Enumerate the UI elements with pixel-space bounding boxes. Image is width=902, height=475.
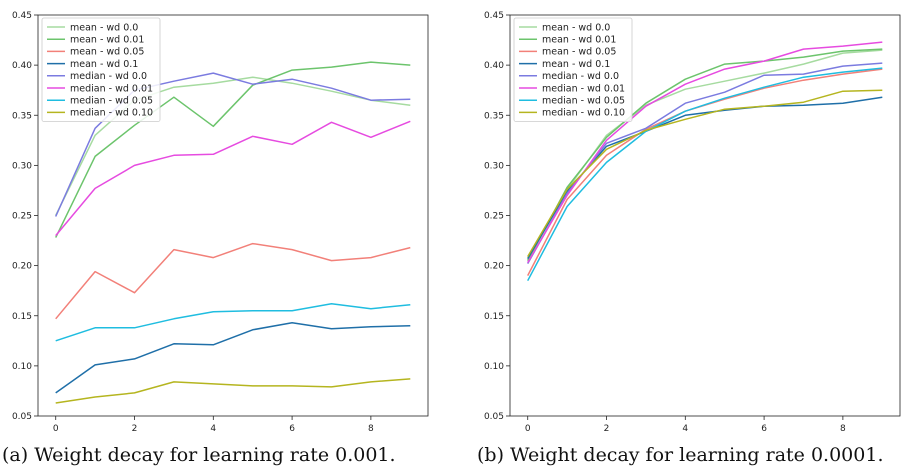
series-line-b-1 [527, 48, 883, 261]
series-line-a-2 [55, 242, 411, 320]
x-tick-label-a-0: 0 [53, 424, 59, 434]
x-tick-label-a-1: 2 [132, 424, 138, 434]
chart-panel-b: 0.05 0.10 0.15 0.20 0.25 0.30 0.35 0.40 0.45 0 2 4 6… [484, 11, 901, 434]
y-tick-label-a-8: 0.45 [12, 11, 32, 21]
legend-label-b-5: median - wd 0.01 [542, 83, 625, 94]
y-tick-label-a-7: 0.40 [12, 61, 32, 71]
series-line-b-6 [527, 67, 883, 282]
x-tick-label-b-0: 0 [525, 424, 531, 434]
series-line-a-3 [55, 322, 411, 394]
legend-label-a-7: median - wd 0.10 [70, 108, 153, 119]
x-tick-label-b-3: 6 [761, 424, 767, 434]
x-tick-label-a-2: 4 [210, 424, 216, 434]
legend-label-b-6: median - wd 0.05 [542, 96, 625, 107]
y-tick-label-a-4: 0.25 [12, 212, 32, 222]
y-tick-label-a-3: 0.20 [12, 262, 32, 272]
x-tick-label-b-1: 2 [604, 424, 610, 434]
legend-label-a-2: mean - wd 0.05 [70, 47, 144, 58]
legend-label-a-4: median - wd 0.0 [70, 71, 147, 82]
y-tick-label-b-3: 0.20 [484, 262, 504, 272]
legend-label-b-1: mean - wd 0.01 [542, 35, 616, 46]
y-tick-label-b-6: 0.35 [484, 111, 504, 121]
y-tick-label-b-2: 0.15 [484, 312, 504, 322]
series-line-a-7 [55, 378, 411, 404]
x-tick-label-a-3: 6 [289, 424, 295, 434]
legend-label-a-0: mean - wd 0.0 [70, 22, 138, 33]
plot-frame-b [509, 14, 901, 417]
legend-label-b-3: mean - wd 0.1 [542, 59, 610, 70]
x-tick-label-a-4: 8 [368, 424, 374, 434]
series-line-b-5 [527, 41, 883, 263]
y-tick-label-a-1: 0.10 [12, 362, 32, 372]
legend-label-a-5: median - wd 0.01 [70, 83, 153, 94]
legend-label-b-7: median - wd 0.10 [542, 108, 625, 119]
y-tick-label-b-4: 0.25 [484, 212, 504, 222]
legend-b [513, 17, 633, 122]
y-tick-label-b-7: 0.40 [484, 61, 504, 71]
x-tick-label-b-2: 4 [682, 424, 688, 434]
legend-label-a-6: median - wd 0.05 [70, 96, 153, 107]
y-tick-label-a-5: 0.30 [12, 161, 32, 171]
legend-label-b-4: median - wd 0.0 [542, 71, 619, 82]
legend-label-b-0: mean - wd 0.0 [542, 22, 610, 33]
y-tick-label-b-8: 0.45 [484, 11, 504, 21]
plot-frame-a [37, 14, 429, 417]
series-line-a-5 [55, 120, 411, 237]
series-line-b-7 [527, 89, 883, 257]
legend-label-a-1: mean - wd 0.01 [70, 35, 144, 46]
y-tick-label-b-0: 0.05 [484, 412, 504, 422]
y-tick-label-b-1: 0.10 [484, 362, 504, 372]
chart-panel-a: 0.05 0.10 0.15 0.20 0.25 0.30 0.35 0.40 0.45 0 2 4 6… [12, 11, 429, 434]
caption-a: (a) Weight decay for learning rate 0.001… [2, 444, 396, 466]
legend-label-a-3: mean - wd 0.1 [70, 59, 138, 70]
caption-b: (b) Weight decay for learning rate 0.000… [477, 444, 884, 466]
y-tick-label-a-6: 0.35 [12, 111, 32, 121]
legend-a [41, 17, 161, 122]
y-tick-label-a-2: 0.15 [12, 312, 32, 322]
y-tick-label-a-0: 0.05 [12, 412, 32, 422]
x-tick-label-b-4: 8 [840, 424, 846, 434]
legend-label-b-2: mean - wd 0.05 [542, 47, 616, 58]
y-tick-label-b-5: 0.30 [484, 161, 504, 171]
series-line-a-1 [55, 61, 411, 238]
series-line-a-6 [55, 302, 411, 342]
